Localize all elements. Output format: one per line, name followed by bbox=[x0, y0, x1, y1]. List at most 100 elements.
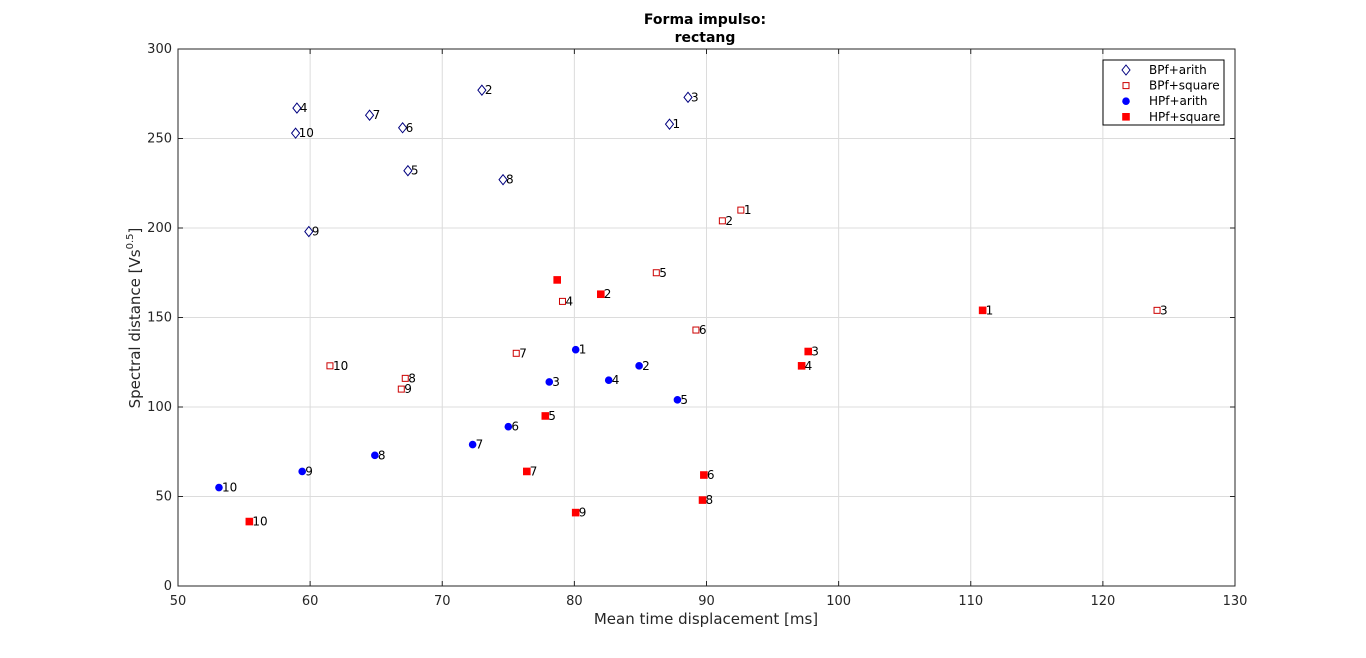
data-point-label: 1 bbox=[579, 343, 587, 357]
data-point bbox=[523, 467, 531, 476]
data-point bbox=[571, 345, 580, 354]
data-point bbox=[804, 347, 813, 356]
legend-label: HPf+square bbox=[1149, 110, 1220, 124]
data-point-label: 9 bbox=[579, 506, 587, 520]
data-point-label: 4 bbox=[805, 359, 813, 373]
data-point bbox=[571, 508, 580, 517]
data-point bbox=[245, 517, 254, 526]
y-tick-label: 200 bbox=[147, 221, 172, 236]
data-point-label: 5 bbox=[411, 164, 419, 178]
x-tick-label: 100 bbox=[826, 594, 851, 609]
chart-title-line1: Forma impulso: bbox=[644, 12, 766, 28]
data-point bbox=[468, 440, 477, 449]
data-point bbox=[558, 297, 566, 305]
x-axis-label: Mean time displacement [ms] bbox=[594, 610, 818, 628]
data-point bbox=[371, 451, 379, 460]
data-point bbox=[664, 118, 675, 130]
data-point bbox=[700, 471, 708, 479]
data-point-label: 1 bbox=[744, 203, 752, 217]
data-point-label: 1 bbox=[986, 303, 994, 317]
x-tick-label: 130 bbox=[1223, 594, 1248, 609]
data-point bbox=[718, 217, 726, 225]
data-point-label: 9 bbox=[312, 225, 320, 239]
data-point bbox=[1153, 306, 1161, 314]
data-point bbox=[604, 376, 613, 384]
data-point-label: 4 bbox=[565, 294, 573, 308]
data-point-label: 2 bbox=[485, 83, 493, 97]
data-point-label: 10 bbox=[252, 515, 267, 529]
data-point bbox=[692, 326, 700, 334]
data-point-label: 6 bbox=[707, 468, 715, 482]
y-tick-label: 250 bbox=[147, 132, 172, 147]
data-point bbox=[512, 349, 520, 357]
data-point bbox=[673, 396, 682, 404]
data-point-label: 7 bbox=[519, 346, 527, 360]
data-point bbox=[397, 121, 408, 134]
data-point-label: 7 bbox=[476, 438, 484, 452]
x-tick-label: 70 bbox=[434, 594, 451, 609]
legend-marker bbox=[1122, 82, 1130, 90]
data-point bbox=[403, 164, 413, 177]
data-point-label: 10 bbox=[222, 481, 237, 495]
data-point bbox=[978, 306, 987, 315]
data-point-label: 8 bbox=[378, 448, 386, 462]
x-tick-label: 110 bbox=[958, 594, 983, 609]
legend-marker bbox=[1122, 113, 1130, 121]
data-point bbox=[215, 483, 223, 492]
data-point-label: 8 bbox=[506, 173, 514, 187]
data-point-label: 7 bbox=[530, 464, 538, 478]
data-point bbox=[397, 385, 405, 393]
data-point-label: 10 bbox=[333, 359, 348, 373]
data-point bbox=[504, 422, 513, 431]
data-point bbox=[364, 109, 375, 122]
y-tick-label: 150 bbox=[147, 311, 172, 326]
data-point bbox=[292, 102, 302, 114]
data-point-label: 2 bbox=[725, 214, 733, 228]
data-point bbox=[477, 84, 487, 96]
data-point bbox=[545, 378, 554, 386]
chart-title-line2: rectang bbox=[675, 30, 736, 46]
data-point-label: 5 bbox=[659, 266, 667, 280]
x-tick-label: 120 bbox=[1090, 594, 1115, 609]
y-tick-label: 100 bbox=[147, 400, 172, 415]
data-point bbox=[683, 91, 693, 104]
data-point-label: 8 bbox=[706, 493, 714, 507]
data-point-label: 2 bbox=[604, 287, 612, 301]
y-axis-label-sup: 0.5 bbox=[125, 234, 136, 250]
data-point-label: 6 bbox=[511, 420, 519, 434]
data-point-label: 9 bbox=[404, 382, 412, 396]
data-point-label: 2 bbox=[642, 359, 650, 373]
data-point bbox=[737, 206, 745, 214]
data-point-label: 5 bbox=[548, 409, 556, 423]
legend-marker bbox=[1121, 64, 1131, 76]
x-tick-label: 60 bbox=[302, 594, 319, 609]
data-point-label: 4 bbox=[300, 101, 308, 115]
y-axis-label-base: Spectral distance [Vs bbox=[126, 249, 144, 408]
data-point bbox=[401, 374, 409, 382]
data-point bbox=[553, 276, 561, 284]
data-point-label: 6 bbox=[699, 323, 707, 337]
x-tick-label: 90 bbox=[698, 594, 715, 609]
data-point-label: 6 bbox=[406, 121, 414, 135]
legend-label: HPf+arith bbox=[1149, 94, 1207, 108]
data-point-label: 7 bbox=[373, 108, 381, 122]
data-point-label: 10 bbox=[299, 126, 314, 140]
data-point-label: 3 bbox=[811, 345, 819, 359]
data-point bbox=[597, 290, 605, 299]
data-point-label: 1 bbox=[673, 117, 681, 131]
data-point-label: 5 bbox=[680, 393, 688, 407]
data-point bbox=[326, 362, 334, 370]
data-point bbox=[698, 496, 707, 504]
x-tick-label: 50 bbox=[170, 594, 187, 609]
data-point-label: 9 bbox=[305, 464, 313, 478]
data-point bbox=[290, 127, 301, 139]
data-point-label: 3 bbox=[552, 375, 560, 389]
legend-marker bbox=[1122, 97, 1130, 105]
